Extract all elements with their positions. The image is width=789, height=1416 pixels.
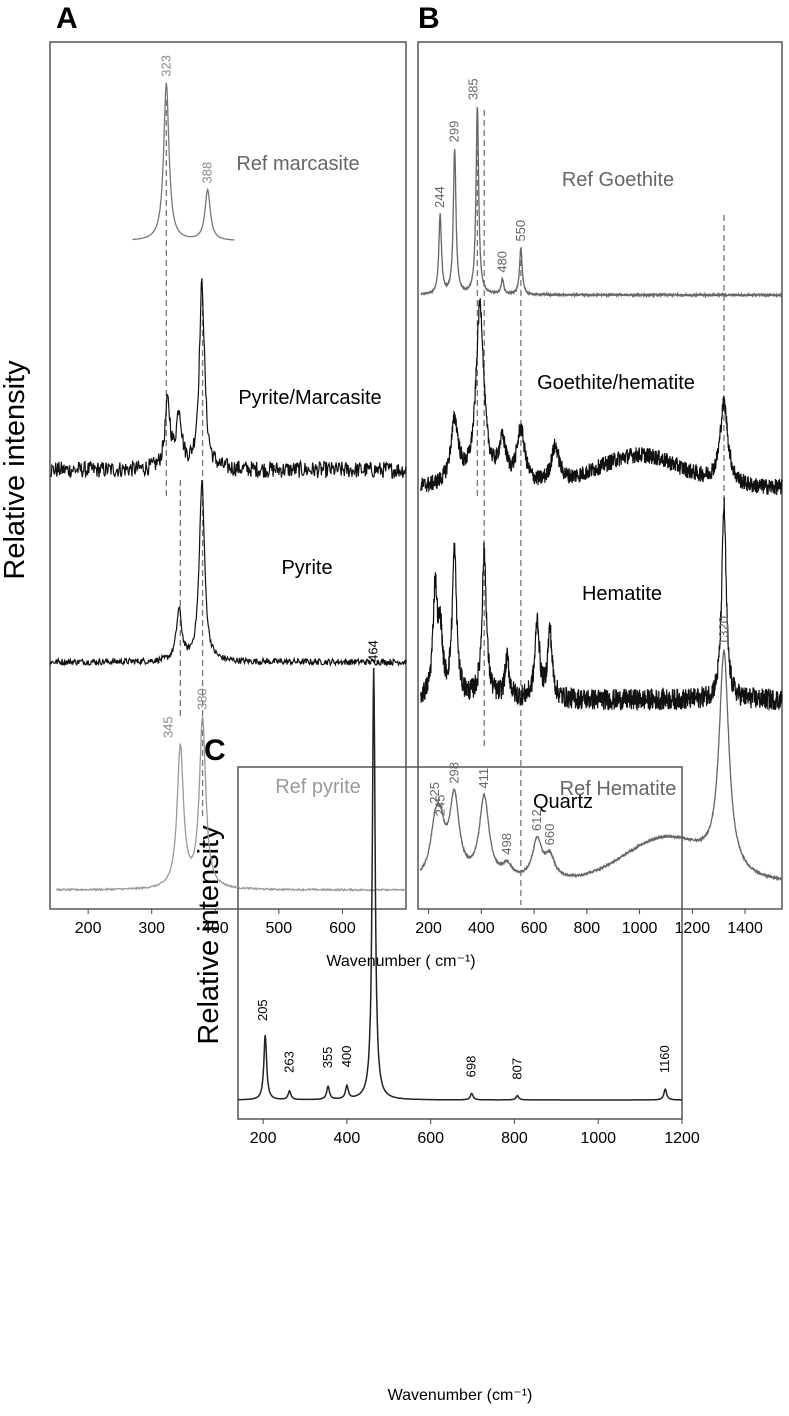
x-tick-label: 200 — [415, 920, 442, 937]
peak-label: 385 — [465, 78, 480, 100]
panel-a-y-axis-label: Relative intensity — [0, 360, 31, 580]
ref-marcasite-spectrum-line — [132, 82, 235, 241]
peak-label: 244 — [432, 186, 447, 208]
peak-label: 205 — [255, 999, 270, 1021]
peak-label: 388 — [200, 162, 215, 184]
x-tick-label: 1400 — [727, 920, 763, 937]
peak-label: 411 — [476, 768, 491, 789]
peak-label: 345 — [160, 716, 175, 738]
peak-label: 1320 — [716, 616, 731, 645]
peak-label: 245 — [432, 795, 447, 817]
peak-label: 480 — [494, 251, 509, 273]
panel-c-y-axis-label: Relative intensity — [193, 825, 225, 1045]
peak-label: 400 — [339, 1046, 354, 1068]
peak-label: 1160 — [657, 1045, 672, 1073]
goethite-hematite-label: Goethite/hematite — [537, 372, 695, 394]
x-tick-label: 800 — [573, 920, 600, 937]
peak-label: 698 — [464, 1056, 479, 1078]
peak-label: 355 — [320, 1047, 335, 1069]
x-tick-label: 400 — [334, 1130, 361, 1147]
panel-c-plot: 200 400 600 800 1000 1200 Quartz 205 263 355 400 46… — [238, 640, 700, 1147]
panel-a-plot: 200 300 400 500 600 Ref marcasite 323 388 Pyrite… — [49, 55, 407, 937]
quartz-spectrum-line — [238, 667, 682, 1101]
ref-hematite-spectrum-line — [419, 648, 783, 882]
peak-label: 612 — [529, 809, 544, 831]
peak-label: 550 — [513, 220, 528, 242]
peak-label: 807 — [509, 1058, 524, 1080]
quartz-label: Quartz — [533, 791, 593, 813]
pyrite-marcasite-label: Pyrite/Marcasite — [238, 387, 381, 409]
x-tick-label: 1200 — [664, 1130, 700, 1147]
peak-label: 299 — [447, 121, 462, 143]
panel-a-frame — [49, 41, 407, 910]
x-tick-label: 200 — [75, 920, 102, 937]
panel-letter-c: C — [204, 734, 226, 767]
shared-x-axis-label: Wavenumber ( cm⁻¹) — [326, 953, 475, 970]
x-tick-label: 400 — [202, 920, 229, 937]
panel-c-x-axis-label: Wavenumber (cm⁻¹) — [388, 1387, 533, 1404]
ref-hematite-label: Ref Hematite — [560, 778, 677, 800]
ref-pyrite-label: Ref pyrite — [275, 776, 361, 798]
x-tick-label: 1200 — [675, 920, 711, 937]
peak-label: 660 — [542, 824, 557, 846]
x-tick-label: 400 — [468, 920, 495, 937]
pyrite-label: Pyrite — [281, 557, 332, 579]
x-tick-label: 800 — [501, 1130, 528, 1147]
ref-goethite-label: Ref Goethite — [562, 169, 674, 191]
x-tick-label: 600 — [417, 1130, 444, 1147]
ref-pyrite-spectrum-line — [55, 716, 406, 893]
panel-letter-b: B — [418, 2, 440, 35]
pyrite-spectrum-line — [49, 480, 407, 668]
hematite-spectrum-line — [420, 497, 783, 711]
x-tick-label: 300 — [138, 920, 165, 937]
ref-goethite-spectrum-line — [420, 106, 783, 299]
panel-b-plot: 200 400 600 800 1000 1200 1400 Ref Goethite 244 2… — [415, 78, 783, 937]
x-tick-label: 1000 — [622, 920, 658, 937]
panel-letter-a: A — [56, 2, 78, 35]
peak-label: 225 — [427, 782, 442, 804]
x-tick-label: 600 — [521, 920, 548, 937]
pyrite-marcasite-spectrum-line — [49, 278, 407, 479]
goethite-hematite-spectrum-line — [420, 298, 783, 496]
peak-label: 298 — [446, 762, 461, 784]
x-tick-label: 600 — [329, 920, 356, 937]
hematite-label: Hematite — [582, 583, 662, 605]
peak-label: 464 — [366, 640, 381, 662]
x-tick-label: 500 — [266, 920, 293, 937]
x-tick-label: 1000 — [580, 1130, 616, 1147]
peak-label: 380 — [195, 688, 210, 710]
peak-label: 323 — [158, 55, 173, 77]
x-tick-label: 200 — [250, 1130, 277, 1147]
ref-marcasite-label: Ref marcasite — [236, 153, 359, 175]
panel-b-frame — [417, 41, 783, 910]
peak-label: 498 — [499, 833, 514, 855]
peak-label: 263 — [282, 1051, 297, 1073]
panel-c-frame — [237, 766, 683, 1120]
